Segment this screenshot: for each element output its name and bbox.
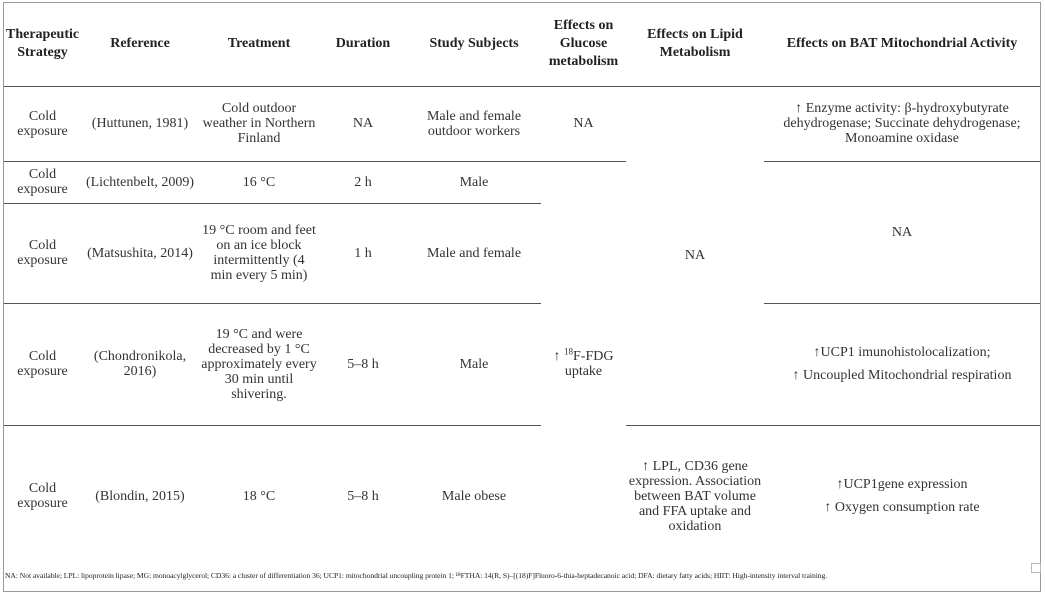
cell-lipid: ↑ LPL, CD36 gene expression. Association… (628, 458, 762, 534)
table-row: Cold exposure (Lichtenbelt, 2009) 16 °C … (4, 161, 1040, 379)
bat-line-2: ↑ Oxygen consumption rate (824, 500, 980, 516)
cell-duration: NA (319, 86, 407, 162)
header-duration: Duration (319, 3, 407, 87)
cell-subjects: Male and female (407, 203, 541, 304)
header-treatment: Treatment (199, 3, 319, 87)
cell-reference: (Matsushita, 2014) (81, 203, 199, 304)
cell-reference: (Lichtenbelt, 2009) (81, 161, 199, 204)
header-reference: Reference (81, 3, 199, 87)
cell-treatment: 19 °C and were decreased by 1 °C approxi… (199, 303, 319, 426)
header-bat: Effects on BAT Mitochondrial Activity (764, 3, 1040, 87)
bat-line-1: ↑UCP1 imunohistolocalization; (813, 345, 991, 360)
cell-subjects: Male obese (441, 488, 507, 504)
cell-bat: ↑UCP1gene expression ↑ Oxygen consumptio… (764, 425, 1040, 567)
header-strategy: Therapeutic Strategy (4, 3, 81, 87)
cell-strategy: Cold exposure (17, 481, 68, 512)
cell-duration: 1 h (319, 203, 407, 304)
cell-bat-merged: NA (764, 161, 1040, 304)
glucose-sup: 18 (564, 346, 574, 357)
cell-reference: (Blondin, 2015) (95, 488, 185, 504)
glucose-rest: F-FDG uptake (564, 349, 614, 380)
table-footnote: NA: Not available; LPL: lipoprotein lipa… (5, 571, 828, 580)
cell-treatment: 19 °C room and feet on an ice block inte… (199, 203, 319, 304)
glucose-prefix: ↑ (553, 349, 565, 365)
cell-strategy: Cold exposure (4, 203, 81, 304)
cell-treatment: Cold outdoor weather in Northern Finland (199, 86, 319, 162)
header-glucose: Effects on Glucose metabolism (541, 3, 626, 87)
header-lipid: Effects on Lipid Metabolism (626, 3, 764, 87)
cell-strategy: Cold exposure (4, 86, 81, 162)
table-row: Cold exposure (Huttunen, 1981) Cold outd… (4, 86, 1040, 426)
cell-subjects: Male and female outdoor workers (407, 86, 541, 162)
cell-reference: (Chondronikola, 2016) (81, 303, 199, 426)
cell-subjects: Male (407, 303, 541, 426)
cell-duration: 2 h (319, 161, 407, 204)
header-subjects: Study Subjects (407, 3, 541, 87)
bat-line-1: ↑UCP1gene expression (836, 477, 968, 493)
bat-line-2: ↑ Uncoupled Mitochondrial respiration (792, 368, 1012, 383)
cell-treatment: 18 °C (242, 488, 276, 504)
cell-strategy: Cold exposure (4, 161, 81, 204)
resize-handle[interactable] (1031, 563, 1041, 573)
table-frame (3, 2, 1041, 592)
cell-reference: (Huttunen, 1981) (81, 86, 199, 162)
table-row: Cold exposure (Chondronikola, 2016) 19 °… (4, 303, 1040, 426)
cell-treatment: 16 °C (199, 161, 319, 204)
header-row: Therapeutic Strategy Reference Treatment… (4, 3, 1040, 87)
cell-glucose: NA (541, 86, 626, 162)
cell-bat: ↑ Enzyme activity: β-hydroxybutyrate deh… (764, 86, 1040, 162)
cell-duration: 5–8 h (319, 303, 407, 426)
table-row: Cold exposure (Blondin, 2015) 18 °C 5–8 … (4, 425, 1040, 567)
cell-glucose-merged: ↑ 18F-FDG uptake (541, 161, 626, 567)
cell-subjects: Male (407, 161, 541, 204)
cell-bat: ↑UCP1 imunohistolocalization; ↑ Uncouple… (764, 303, 1040, 426)
cell-lipid-merged: NA (626, 86, 764, 426)
therapeutic-strategies-table: Therapeutic Strategy Reference Treatment… (4, 3, 1040, 567)
cell-duration: 5–8 h (347, 488, 379, 504)
table-row: Cold exposure (Matsushita, 2014) 19 °C r… (4, 203, 1040, 304)
cell-strategy: Cold exposure (4, 303, 81, 426)
